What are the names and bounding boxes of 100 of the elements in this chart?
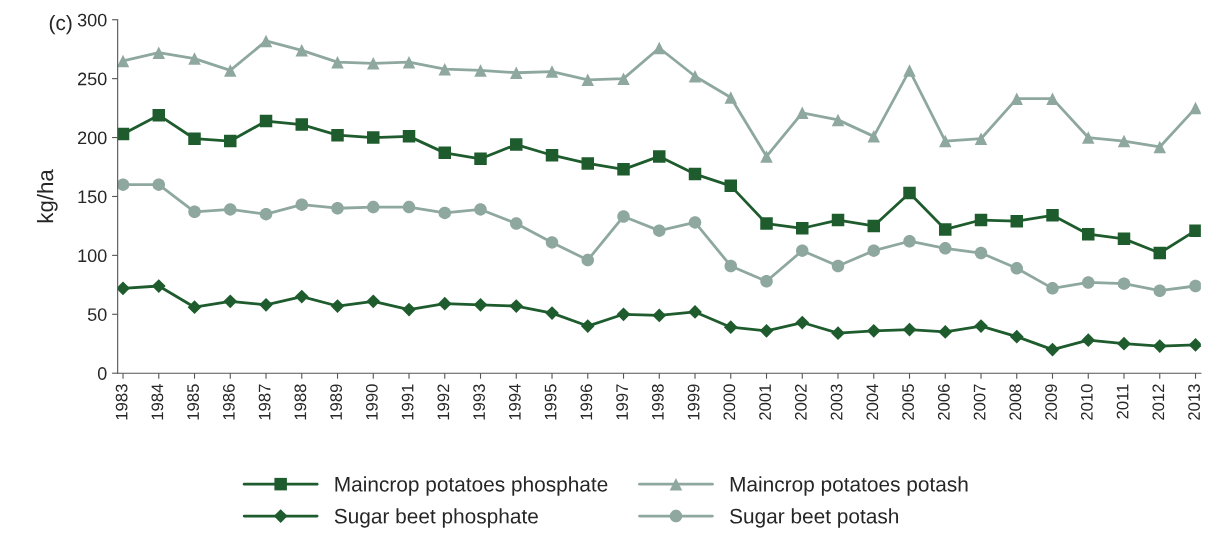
point — [474, 152, 487, 166]
point — [331, 128, 344, 142]
x-tick-label: 1983 — [115, 384, 128, 420]
point — [938, 325, 953, 339]
point — [1153, 140, 1167, 154]
point — [581, 253, 595, 267]
point — [1082, 131, 1095, 144]
point — [117, 127, 130, 141]
y-tick-label: 300 — [77, 13, 107, 27]
x-tick-label: 2004 — [866, 384, 879, 420]
point — [438, 206, 452, 220]
legend-label: Maincrop potatoes potash — [730, 476, 968, 496]
point — [939, 223, 952, 236]
point — [760, 217, 773, 230]
point — [151, 279, 166, 293]
point — [1082, 276, 1095, 289]
point — [652, 308, 667, 323]
x-tick-label: 2008 — [1009, 384, 1022, 420]
point — [903, 186, 916, 200]
point — [295, 118, 309, 131]
point — [1010, 214, 1024, 228]
point — [1152, 339, 1167, 353]
point — [939, 134, 952, 148]
point — [331, 201, 344, 215]
point — [581, 73, 595, 87]
point — [580, 319, 595, 333]
point — [1189, 101, 1201, 115]
point — [117, 281, 130, 296]
point — [688, 70, 702, 83]
x-tick-label: 1988 — [294, 384, 307, 420]
point — [723, 320, 738, 335]
x-tick-label: 1995 — [544, 384, 557, 420]
point — [474, 64, 487, 77]
point — [367, 57, 380, 70]
point — [867, 219, 881, 233]
point — [510, 217, 523, 230]
point — [224, 64, 237, 77]
x-tick-label: 1986 — [222, 384, 235, 420]
point — [188, 132, 201, 145]
point — [1117, 277, 1131, 290]
point — [437, 296, 452, 311]
point — [1046, 282, 1059, 295]
x-tick-label: 1997 — [616, 384, 628, 420]
x-tick-label: 2012 — [1152, 384, 1165, 420]
x-tick-label: 2013 — [1188, 384, 1200, 420]
x-tick-label: 2000 — [723, 384, 736, 420]
x-tick-label: 1994 — [508, 384, 521, 420]
point — [759, 323, 774, 338]
point — [688, 216, 702, 229]
point — [1153, 246, 1167, 260]
point — [295, 198, 309, 211]
point — [545, 65, 559, 78]
point — [974, 132, 988, 145]
x-tick-label: 1990 — [365, 384, 378, 420]
point — [1081, 333, 1096, 348]
point — [152, 178, 166, 191]
point — [438, 62, 452, 76]
point — [974, 213, 988, 227]
point — [795, 315, 810, 330]
point — [152, 108, 166, 122]
point — [188, 52, 201, 65]
y-tick-label: 50 — [87, 308, 107, 321]
legend-label: Maincrop potatoes phosphate — [335, 476, 608, 496]
x-tick-label: 2006 — [937, 384, 950, 420]
x-tick-label: 1985 — [187, 384, 199, 420]
text: (c) — [49, 14, 72, 35]
x-tick-label: 1987 — [258, 384, 271, 420]
y-axis-title: kg/ha — [36, 169, 58, 223]
point — [903, 64, 916, 77]
y-tick-label: 200 — [78, 131, 107, 145]
point — [473, 297, 488, 312]
x-tick-label: 2009 — [1045, 384, 1057, 420]
point — [974, 246, 988, 260]
point — [402, 302, 416, 317]
point — [188, 205, 201, 219]
point — [402, 55, 416, 69]
point — [366, 294, 381, 309]
point — [402, 200, 416, 214]
point — [294, 289, 309, 304]
y-tick-label: 250 — [78, 72, 107, 86]
point — [1117, 134, 1131, 148]
point — [224, 134, 237, 148]
point — [330, 299, 345, 313]
legend-label: Sugar beet potash — [730, 508, 898, 528]
x-tick-label: 1996 — [580, 384, 593, 420]
point — [617, 163, 630, 176]
x-tick-label: 2003 — [830, 384, 843, 420]
point — [617, 210, 630, 223]
point — [724, 179, 738, 193]
point — [1046, 92, 1059, 105]
x-tick-label: 1991 — [401, 384, 414, 420]
point — [187, 300, 202, 315]
x-tick-label: 1992 — [437, 384, 450, 420]
point — [1153, 284, 1167, 297]
point — [903, 234, 916, 248]
point — [1046, 209, 1059, 222]
point — [653, 150, 666, 163]
point — [152, 46, 166, 59]
point — [295, 44, 309, 57]
legend-label: Sugar beet phosphate — [334, 508, 538, 528]
